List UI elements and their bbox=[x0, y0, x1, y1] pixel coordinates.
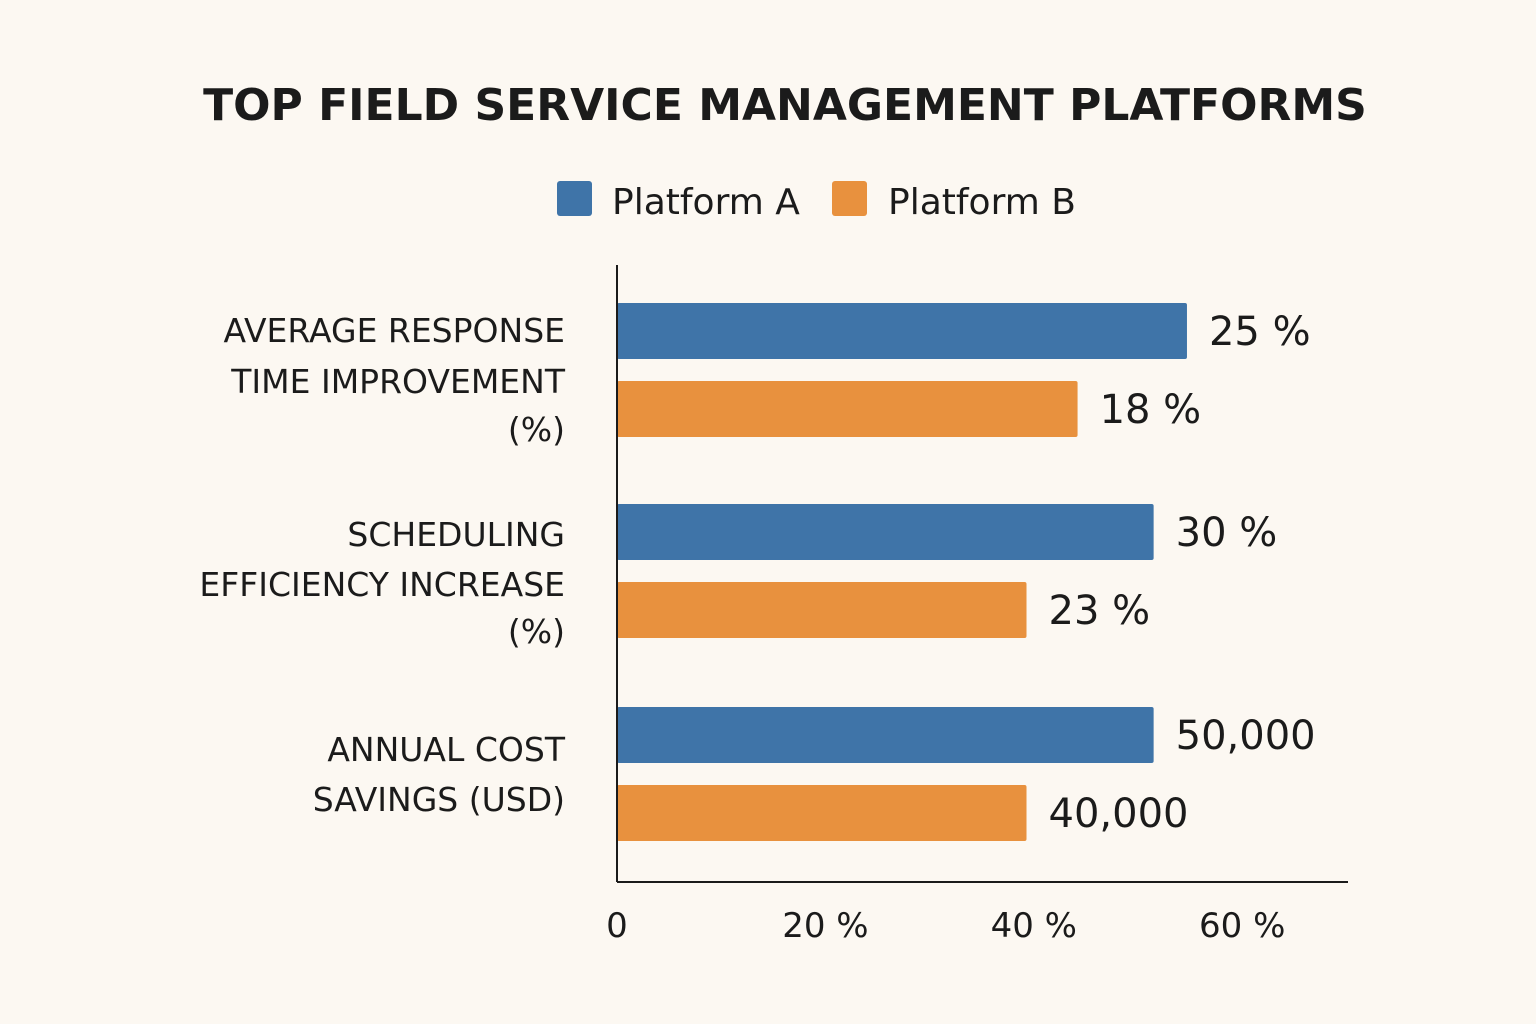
x-tick-label: 60 % bbox=[1199, 906, 1285, 946]
bar bbox=[617, 303, 1187, 359]
category-label-line: EFFICIENCY INCREASE bbox=[199, 565, 565, 604]
bar bbox=[617, 785, 1027, 841]
x-tick-label: 0 bbox=[606, 906, 628, 946]
category-label-line: AVERAGE RESPONSE bbox=[224, 311, 565, 350]
legend: Platform A Platform B bbox=[557, 181, 1076, 223]
category-label-line: (%) bbox=[508, 612, 565, 651]
bar-value-label: 50,000 bbox=[1176, 713, 1316, 759]
bar-value-label: 30 % bbox=[1176, 510, 1278, 556]
bars bbox=[617, 303, 1187, 841]
legend-label-platform-b: Platform B bbox=[888, 182, 1076, 223]
bar-value-label: 18 % bbox=[1100, 387, 1202, 433]
bar bbox=[617, 504, 1154, 560]
legend-swatch-platform-b bbox=[832, 181, 867, 216]
category-labels: AVERAGE RESPONSE TIME IMPROVEMENT (%) SCHED… bbox=[199, 311, 565, 819]
bar-value-label: 25 % bbox=[1209, 309, 1311, 355]
bar-value-label: 23 % bbox=[1049, 588, 1151, 634]
x-tick-labels: 0 20 % 40 % 60 % bbox=[606, 906, 1285, 946]
category-label-line: SAVINGS (USD) bbox=[313, 780, 565, 819]
legend-swatch-platform-a bbox=[557, 181, 592, 216]
category-label-line: SCHEDULING bbox=[347, 515, 565, 554]
x-tick-label: 20 % bbox=[782, 906, 868, 946]
bar bbox=[617, 381, 1078, 437]
bar-value-label: 40,000 bbox=[1049, 791, 1189, 837]
category-label-line: TIME IMPROVEMENT bbox=[230, 362, 566, 401]
category-label-line: ANNUAL COST bbox=[327, 730, 566, 769]
x-tick-label: 40 % bbox=[991, 906, 1077, 946]
category-label-line: (%) bbox=[508, 410, 565, 449]
bar bbox=[617, 582, 1027, 638]
value-labels: 25 % 30 % 50,000 18 % 23 % 40,000 bbox=[1049, 309, 1316, 837]
axes bbox=[616, 265, 1348, 883]
bar bbox=[617, 707, 1154, 763]
legend-label-platform-a: Platform A bbox=[612, 182, 800, 223]
chart-title: TOP FIELD SERVICE MANAGEMENT PLATFORMS bbox=[203, 80, 1367, 131]
